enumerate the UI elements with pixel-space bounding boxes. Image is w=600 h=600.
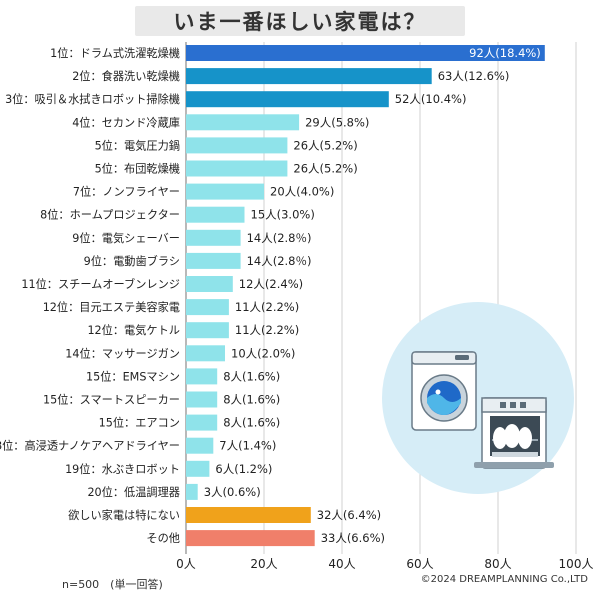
data-label: 29人(5.8%) [305,115,369,129]
data-label: 8人(1.6%) [223,369,280,383]
data-label: 10人(2.0%) [231,346,295,360]
bar [186,160,288,177]
category-label: 12位：目元エステ美容家電 [43,300,180,314]
data-label: 8人(1.6%) [223,393,280,407]
bar [186,368,218,385]
x-tick-label: 100人 [559,557,594,571]
bars [186,45,545,547]
copyright-text: ©2024 DREAMPLANNING Co.,LTD [420,574,588,585]
washing-machine-icon [411,351,477,431]
bar [186,530,315,547]
data-label: 26人(5.2%) [293,162,357,176]
bar [186,437,214,454]
bar [186,414,218,431]
category-label: 4位：セカンド冷蔵庫 [72,115,180,129]
x-tick-label: 40人 [328,557,355,571]
bar [186,229,241,246]
data-label: 11人(2.2%) [235,323,299,337]
bar [186,391,218,408]
data-label: 32人(6.4%) [317,508,381,522]
bar [186,68,432,85]
appliance-illustration [382,302,574,494]
data-label: 7人(1.4%) [219,439,276,453]
category-labels: 1位：ドラム式洗濯乾燥機 2位：食器洗い乾燥機 3位：吸引＆水拭きロボット掃除機 4位… [0,46,180,545]
data-label: 63人(12.6%) [438,69,510,83]
category-label: 20位：低温調理器 [87,485,180,499]
category-label: 3位：吸引＆水拭きロボット掃除機 [5,92,180,106]
category-label: 5位：布団乾燥機 [95,162,180,176]
category-label: 12位：電気ケトル [87,323,180,337]
data-label: 14人(2.8％) [247,254,312,268]
dishwasher-icon [474,397,554,469]
x-tick-label: 80人 [484,557,511,571]
x-tick-label: 0人 [176,557,196,571]
bar [186,183,264,200]
chart-title: いま一番ほしい家電は？ [135,6,465,36]
bar [186,460,210,477]
x-tick-label: 20人 [250,557,277,571]
category-label: 15位：スマートスピーカー [43,393,180,407]
category-label: 5位：電気圧力鍋 [95,138,180,152]
bar [186,483,198,500]
data-label: 14人(2.8％) [247,231,312,245]
bar [186,299,229,316]
category-label: 8位：ホームプロジェクター [40,208,180,222]
data-labels: 92人(18.4%) 63人(12.6%) 52人(10.4%) 29人(5.8%) 2… [204,46,541,545]
bar [186,114,300,131]
category-label: 19位：水ぶきロボット [65,462,180,476]
category-label: 9位：電気シェーバー [72,231,180,245]
category-label: 2位：食器洗い乾燥機 [72,69,180,83]
data-label: 8人(1.6%) [223,416,280,430]
bar [186,252,241,269]
bar [186,322,229,339]
category-label: その他 [146,532,180,545]
data-label: 3人(0.6%) [204,485,261,499]
category-label: 7位：ノンフライヤー [73,185,180,199]
bar [186,507,311,523]
category-label: 14位：マッサージガン [65,346,180,360]
category-label: 1位：ドラム式洗濯乾燥機 [50,46,180,60]
bar [186,137,288,154]
sample-size-note: n=500 (単一回答) [62,578,163,591]
bar [186,206,245,223]
category-label: 11位：スチームオーブンレンジ [21,277,180,291]
category-label: 9位：電動歯ブラシ [84,254,180,268]
bar [186,45,545,61]
data-label: 11人(2.2%) [235,300,299,314]
category-label: 15位：エアコン [99,416,180,430]
data-label: 52人(10.4%) [395,92,467,106]
data-label: 15人(3.0%) [251,208,315,222]
x-tick-label: 60人 [406,557,433,571]
category-label: 15位：EMSマシン [86,369,180,383]
data-label: 6人(1.2%) [215,462,272,476]
data-label: 20人(4.0%) [270,185,334,199]
bar [186,91,389,108]
data-label: 92人(18.4%) [469,46,541,60]
bar [186,345,225,362]
bar [186,276,233,292]
data-label: 33人(6.6%) [321,531,385,545]
x-axis-ticks: 0人 20人 40人 60人 80人 100人 [176,557,593,571]
data-label: 26人(5.2%) [293,138,357,152]
category-label: 欲しい家電は特にない [68,508,180,522]
category-label: 18位：高浸透ナノケアヘアドライヤー [0,439,180,453]
data-label: 12人(2.4%) [239,277,303,291]
